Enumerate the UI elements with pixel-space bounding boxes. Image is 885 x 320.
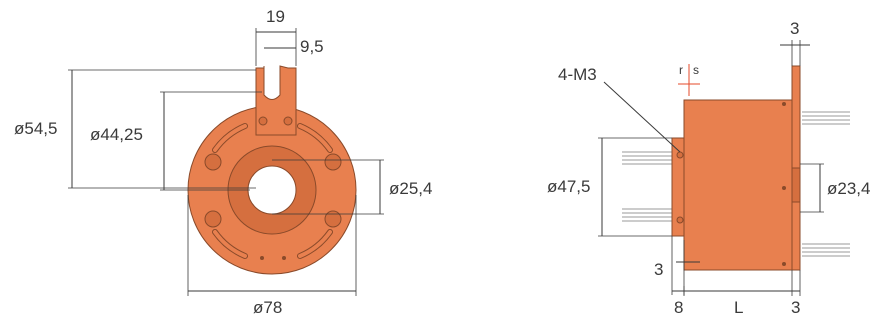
dim-label-23-4: ø23,4 bbox=[827, 179, 870, 198]
pin-dot-2 bbox=[282, 256, 286, 260]
dim-label-3-left: 3 bbox=[654, 260, 663, 279]
mounting-hole-1 bbox=[204, 153, 222, 171]
m3-hole-top bbox=[676, 151, 684, 159]
m3-hole-bottom bbox=[676, 216, 684, 224]
dim-label-19: 19 bbox=[266, 7, 285, 26]
rotor-mark-r: r bbox=[679, 63, 683, 77]
wires-right-lower bbox=[802, 243, 850, 257]
body-dot bbox=[782, 186, 786, 190]
pin-dot-1 bbox=[260, 256, 264, 260]
front-view: 19 9,5 ø54,5 ø44,25 ø25,4 ø78 bbox=[14, 7, 432, 317]
side-view: 4-M3 r s 3 ø47,5 ø23,4 3 8 L 3 bbox=[547, 19, 870, 317]
mounting-hole-2 bbox=[324, 153, 342, 171]
center-bore bbox=[247, 165, 297, 215]
wires-left-upper bbox=[622, 151, 674, 165]
dim-label-47-5: ø47,5 bbox=[547, 177, 590, 196]
dim-label-l: L bbox=[734, 298, 743, 317]
dim-label-78: ø78 bbox=[253, 298, 282, 317]
mounting-hole-4 bbox=[324, 210, 342, 228]
dim-label-3-bottom: 3 bbox=[791, 298, 800, 317]
bore-section bbox=[791, 167, 801, 203]
dim-label-54-5: ø54,5 bbox=[14, 119, 57, 138]
dim-label-3-top: 3 bbox=[790, 19, 799, 38]
dim-label-4-m3: 4-M3 bbox=[558, 65, 597, 84]
stator-mark-s: s bbox=[693, 63, 699, 77]
tab-screw-left bbox=[258, 116, 268, 126]
mounting-hole-3 bbox=[204, 210, 222, 228]
dim-label-9-5: 9,5 bbox=[300, 37, 324, 56]
dim-label-8: 8 bbox=[674, 298, 683, 317]
tab-screw-right bbox=[283, 116, 293, 126]
dim-label-25-4: ø25,4 bbox=[389, 179, 432, 198]
wires-right-upper bbox=[802, 111, 850, 125]
stator-body bbox=[683, 99, 793, 271]
leader-4-m3 bbox=[603, 81, 681, 153]
wires-left-lower bbox=[622, 208, 674, 222]
dim-label-44-25: ø44,25 bbox=[90, 125, 143, 144]
